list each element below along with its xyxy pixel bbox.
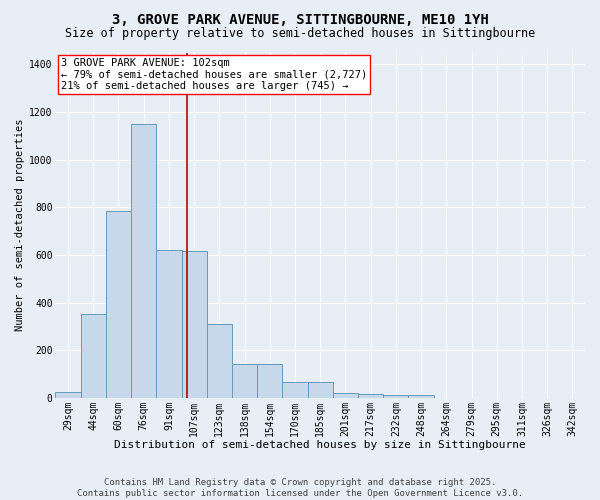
Bar [333,393,358,398]
Bar [207,324,232,398]
Bar [232,364,257,398]
Text: 3 GROVE PARK AVENUE: 102sqm
← 79% of semi-detached houses are smaller (2,727)
21: 3 GROVE PARK AVENUE: 102sqm ← 79% of sem… [61,58,367,92]
Bar [383,396,409,398]
Bar [358,394,383,398]
Text: 3, GROVE PARK AVENUE, SITTINGBOURNE, ME10 1YH: 3, GROVE PARK AVENUE, SITTINGBOURNE, ME1… [112,12,488,26]
Bar [106,211,131,398]
Text: Contains HM Land Registry data © Crown copyright and database right 2025.
Contai: Contains HM Land Registry data © Crown c… [77,478,523,498]
Bar [157,250,182,398]
Y-axis label: Number of semi-detached properties: Number of semi-detached properties [15,119,25,332]
Bar [283,382,308,398]
X-axis label: Distribution of semi-detached houses by size in Sittingbourne: Distribution of semi-detached houses by … [115,440,526,450]
Bar [131,124,157,398]
Bar [55,392,80,398]
Text: Size of property relative to semi-detached houses in Sittingbourne: Size of property relative to semi-detach… [65,28,535,40]
Bar [409,396,434,398]
Bar [182,252,207,398]
Bar [257,364,283,398]
Bar [308,382,333,398]
Bar [80,314,106,398]
